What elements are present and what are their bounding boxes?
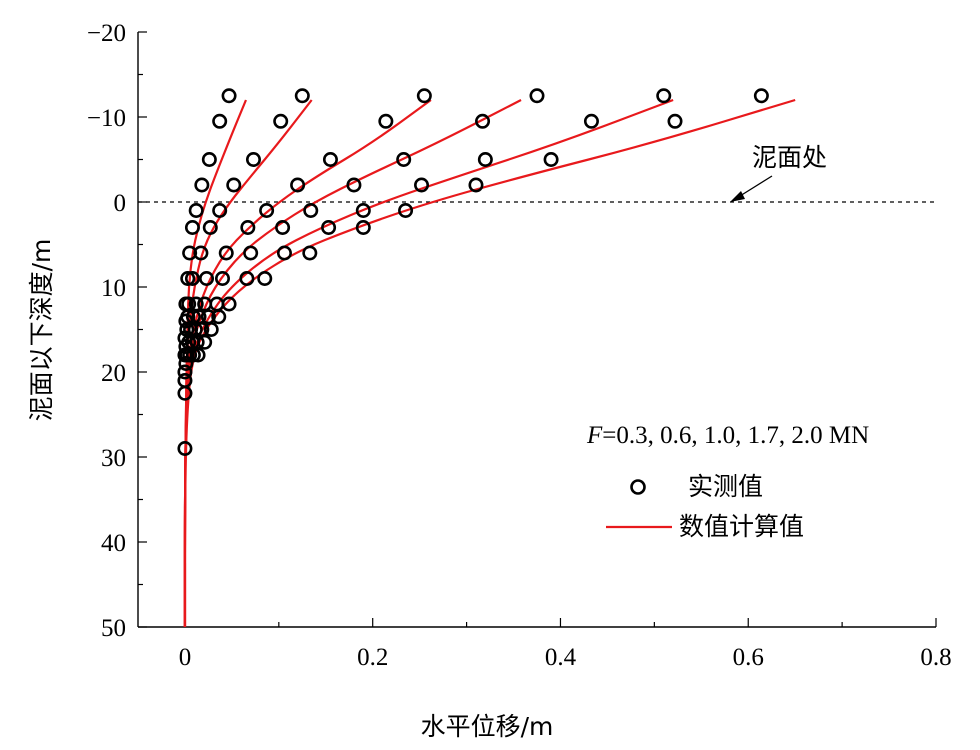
measured-points <box>177 88 769 456</box>
measured-point <box>218 245 234 261</box>
measured-point <box>214 270 230 286</box>
load-annotation: F=0.3, 0.6, 1.0, 1.7, 2.0 MN <box>586 422 869 449</box>
measured-point <box>190 347 206 363</box>
measured-point <box>212 203 228 219</box>
measured-point <box>529 88 545 104</box>
y-tick-label: 40 <box>101 530 126 557</box>
measured-point <box>667 113 683 129</box>
measured-point <box>177 440 193 456</box>
y-axis-ticks <box>138 31 147 628</box>
measured-point <box>199 270 215 286</box>
x-tick-label: 0.6 <box>733 644 764 671</box>
measured-point <box>240 220 256 236</box>
computed-curve-3 <box>183 99 432 627</box>
measured-point <box>221 296 237 312</box>
measured-point <box>276 245 292 261</box>
measured-point <box>303 203 319 219</box>
measured-point <box>475 113 491 129</box>
y-tick-label: −10 <box>87 105 126 132</box>
x-tick-label: 0 <box>179 644 192 671</box>
legend-label-measured: 实测值 <box>688 472 763 501</box>
measured-point <box>273 113 289 129</box>
measured-point <box>212 113 228 129</box>
measured-point <box>259 203 275 219</box>
measured-point <box>211 309 227 325</box>
x-axis-title: 水平位移/m <box>421 712 554 741</box>
measured-point <box>290 177 306 193</box>
measured-point <box>239 270 255 286</box>
load-values: =0.3, 0.6, 1.0, 1.7, 2.0 MN <box>602 422 869 449</box>
measured-point <box>177 364 193 380</box>
measured-point <box>245 152 261 168</box>
y-tick-label: 20 <box>101 360 126 387</box>
measured-point <box>346 177 362 193</box>
measured-point <box>184 220 200 236</box>
measured-point <box>656 88 672 104</box>
measured-point <box>185 347 201 363</box>
measured-point <box>197 334 213 350</box>
measured-point <box>178 355 194 371</box>
measured-point <box>355 220 371 236</box>
measured-point <box>188 203 204 219</box>
y-axis-title: 泥面以下深度/m <box>27 239 56 422</box>
measured-point <box>257 270 273 286</box>
measured-point <box>416 88 432 104</box>
measured-point <box>177 372 193 388</box>
legend-label-computed: 数值计算值 <box>679 512 804 541</box>
measured-point <box>322 152 338 168</box>
y-tick-label: 50 <box>101 615 126 642</box>
y-tick-label: 0 <box>114 190 127 217</box>
y-tick-label: −20 <box>87 20 126 47</box>
computed-curves <box>183 98 796 627</box>
x-tick-label: 0.8 <box>920 644 951 671</box>
y-axis-tick-labels: −20 −10 0 10 20 30 40 50 <box>87 20 126 642</box>
axes <box>137 32 936 628</box>
measured-point <box>583 113 599 129</box>
measured-point <box>302 245 318 261</box>
measured-point <box>275 220 291 236</box>
y-tick-label: 10 <box>101 275 126 302</box>
legend: 实测值 数值计算值 <box>606 472 804 541</box>
measured-point <box>753 88 769 104</box>
measured-point <box>543 152 559 168</box>
measured-point <box>398 203 414 219</box>
computed-curve-5 <box>183 98 674 627</box>
mudline-arrow <box>730 175 773 202</box>
measured-point <box>226 177 242 193</box>
y-tick-label: 30 <box>101 445 126 472</box>
measured-point <box>378 113 394 129</box>
mudline-annotation: 泥面处 <box>752 143 827 172</box>
measured-point <box>202 220 218 236</box>
measured-point <box>193 245 209 261</box>
measured-point <box>180 270 196 286</box>
x-axis-tick-labels: 0 0.2 0.4 0.6 0.8 <box>179 644 952 671</box>
measured-point <box>468 177 484 193</box>
measured-point <box>414 177 430 193</box>
measured-point <box>294 88 310 104</box>
computed-curve-6 <box>183 98 796 627</box>
measured-point <box>355 203 371 219</box>
measured-point <box>203 321 219 337</box>
measured-point <box>321 220 337 236</box>
measured-point <box>194 177 210 193</box>
measured-point <box>184 270 200 286</box>
measured-point <box>201 152 217 168</box>
x-tick-label: 0.4 <box>545 644 577 671</box>
measured-point <box>396 152 412 168</box>
load-variable: F <box>586 422 603 449</box>
x-tick-label: 0.2 <box>357 644 388 671</box>
measured-point <box>221 88 237 104</box>
measured-point <box>477 152 493 168</box>
legend-circle-marker <box>630 479 646 495</box>
x-axis-ticks <box>184 618 937 627</box>
measured-point <box>243 245 259 261</box>
